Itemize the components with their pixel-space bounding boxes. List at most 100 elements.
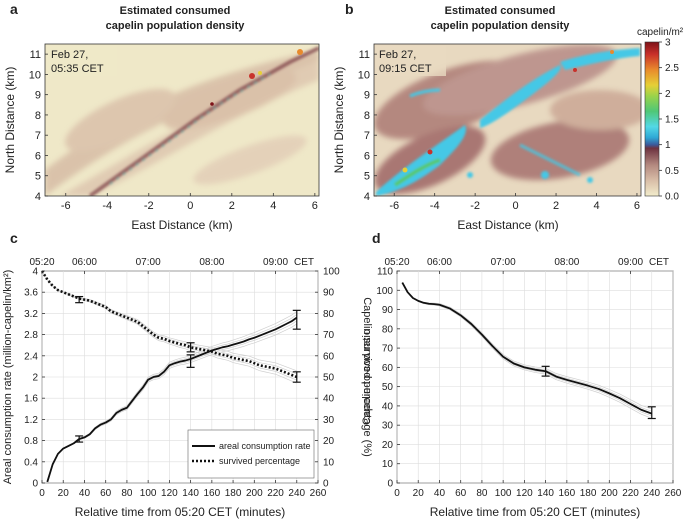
x-tick-label: 0	[513, 200, 519, 212]
y-tick-label: 9	[35, 90, 41, 102]
x-tick-label: 60	[100, 488, 112, 499]
panel-b-y-ticks: 4 5 6 7 8 9 10 11	[358, 49, 377, 203]
panel-a: a Estimated consumed capelin population …	[3, 1, 320, 232]
y-tick-label: 90	[382, 305, 394, 316]
x-tick-label: 20	[413, 488, 425, 499]
x-tick-label: 0	[394, 488, 400, 499]
y-tick-label: 70	[382, 344, 394, 355]
colorbar-tick-label: 2	[665, 89, 671, 100]
panel-a-time: 05:35 CET	[51, 63, 104, 75]
y-tick-label: 5	[364, 171, 370, 183]
y-tick-label: 7	[364, 130, 370, 142]
panel-b-date: Feb 27,	[379, 49, 416, 61]
y-tick-label: 8	[364, 110, 370, 122]
panel-a-y-label: North Distance (km)	[3, 67, 17, 174]
panel-a-x-label: East Distance (km)	[131, 218, 232, 232]
x-tick-label: -4	[430, 200, 440, 212]
y-tick-label: 0	[32, 479, 38, 490]
x-tick-label: 60	[455, 488, 467, 499]
panel-a-title-line2: capelin population density	[106, 20, 246, 32]
panel-c-y-left-ticks: 0 0.4 0.8 1.2 1.6 2 2.4 2.8 3.2 3.6 4	[24, 267, 45, 490]
panel-label-c: c	[10, 230, 18, 246]
panel-a-title-line1: Estimated consumed	[120, 5, 231, 17]
x-tick-label: 180	[580, 488, 597, 499]
panel-c-confidence-bands	[41, 270, 297, 483]
panel-c-y-right-label: Capelin survived percentage (%)	[361, 297, 373, 457]
y-tick-label: 110	[377, 267, 393, 278]
y-right-tick-label: 10	[323, 457, 335, 468]
y-right-tick-label: 60	[323, 351, 335, 362]
x-tick-label: 240	[288, 488, 305, 499]
colorbar-tick-label: 0.5	[665, 166, 679, 177]
x-tick-label: 2	[553, 200, 559, 212]
panel-a-y-ticks: 4 5 6 7 8 9 10 11	[29, 49, 48, 203]
y-tick-label: 0.4	[24, 457, 38, 468]
x-tick-label: 40	[434, 488, 446, 499]
x-tick-label: 140	[537, 488, 554, 499]
colorbar-tick-label: 2.5	[665, 63, 679, 74]
y-right-tick-label: 0	[323, 479, 329, 490]
top-tick-label: 08:00	[199, 257, 224, 268]
x-tick-label: -6	[61, 200, 71, 212]
top-tick-label: 09:00	[263, 257, 288, 268]
x-tick-label: 0	[187, 200, 193, 212]
y-tick-label: 9	[364, 90, 370, 102]
panel-c-grid	[41, 270, 319, 484]
x-tick-label: 6	[312, 200, 318, 212]
panel-a-x-ticks: -6 -4 -2 0 2 4 6	[61, 193, 318, 212]
colorbar-tick-label: 0.0	[665, 192, 679, 203]
top-tick-label: 08:00	[554, 257, 579, 268]
x-tick-label: 0	[39, 488, 45, 499]
y-tick-label: 100	[376, 286, 393, 297]
y-tick-label: 0	[387, 479, 393, 490]
panel-c-top-axis-ticks: 05:20 06:00 07:00 08:00 09:00 CET	[29, 257, 314, 274]
y-tick-label: 10	[358, 69, 370, 81]
y-tick-label: 10	[382, 459, 394, 470]
y-tick-label: 3.6	[24, 288, 38, 299]
x-tick-label: 160	[204, 488, 221, 499]
top-axis-unit: CET	[649, 257, 669, 268]
panel-d-x-ticks: 0 20 40 60 80 100 120 140 160 180 200 220 240 260	[394, 480, 682, 499]
panel-d-error-bars	[541, 365, 656, 420]
legend-survived-percentage: survived percentage	[219, 456, 300, 466]
colorbar-tick-label: 1	[665, 140, 671, 151]
y-tick-label: 1.2	[24, 415, 38, 426]
y-right-tick-label: 80	[323, 309, 335, 320]
y-right-tick-label: 30	[323, 415, 335, 426]
y-tick-label: 11	[30, 49, 41, 61]
y-right-tick-label: 40	[323, 394, 335, 405]
top-tick-label: 06:00	[427, 257, 452, 268]
panel-a-date: Feb 27,	[51, 49, 88, 61]
panel-label-b: b	[345, 1, 354, 17]
x-tick-label: 80	[121, 488, 133, 499]
panel-label-a: a	[10, 1, 18, 17]
y-tick-label: 5	[35, 171, 41, 183]
panel-b-title-line2: capelin population density	[431, 20, 571, 32]
y-tick-label: 10	[29, 69, 41, 81]
x-tick-label: 100	[495, 488, 512, 499]
y-right-tick-label: 70	[323, 330, 335, 341]
panel-b-time: 09:15 CET	[379, 63, 432, 75]
colorbar-ticks: 3 2.5 2 1.5 1 0.5 0.0	[659, 38, 679, 203]
panel-c-series	[40, 270, 298, 483]
y-tick-label: 4	[35, 191, 41, 203]
panel-b-y-label: North Distance (km)	[332, 67, 346, 174]
top-tick-label: 05:20	[384, 257, 409, 268]
x-tick-label: 220	[267, 488, 284, 499]
x-tick-label: 260	[665, 488, 682, 499]
panel-c-x-label: Relative time from 05:20 CET (minutes)	[75, 505, 286, 519]
panel-d: d 0 20 40 60 80 100 120 140 160 180 200 220 240 260 0…	[361, 230, 682, 519]
panel-b-title-line1: Estimated consumed	[445, 5, 556, 17]
x-tick-label: 2	[229, 200, 235, 212]
top-tick-label: 05:20	[29, 257, 54, 268]
x-tick-label: -6	[389, 200, 399, 212]
x-tick-label: -2	[144, 200, 154, 212]
y-tick-label: 6	[364, 150, 370, 162]
panel-a-dense-band	[88, 46, 319, 196]
panel-d-x-label: Relative time from 05:20 CET (minutes)	[430, 505, 641, 519]
y-tick-label: 0.8	[24, 436, 38, 447]
x-tick-label: 120	[161, 488, 178, 499]
x-tick-label: 20	[58, 488, 70, 499]
top-tick-label: 06:00	[72, 257, 97, 268]
